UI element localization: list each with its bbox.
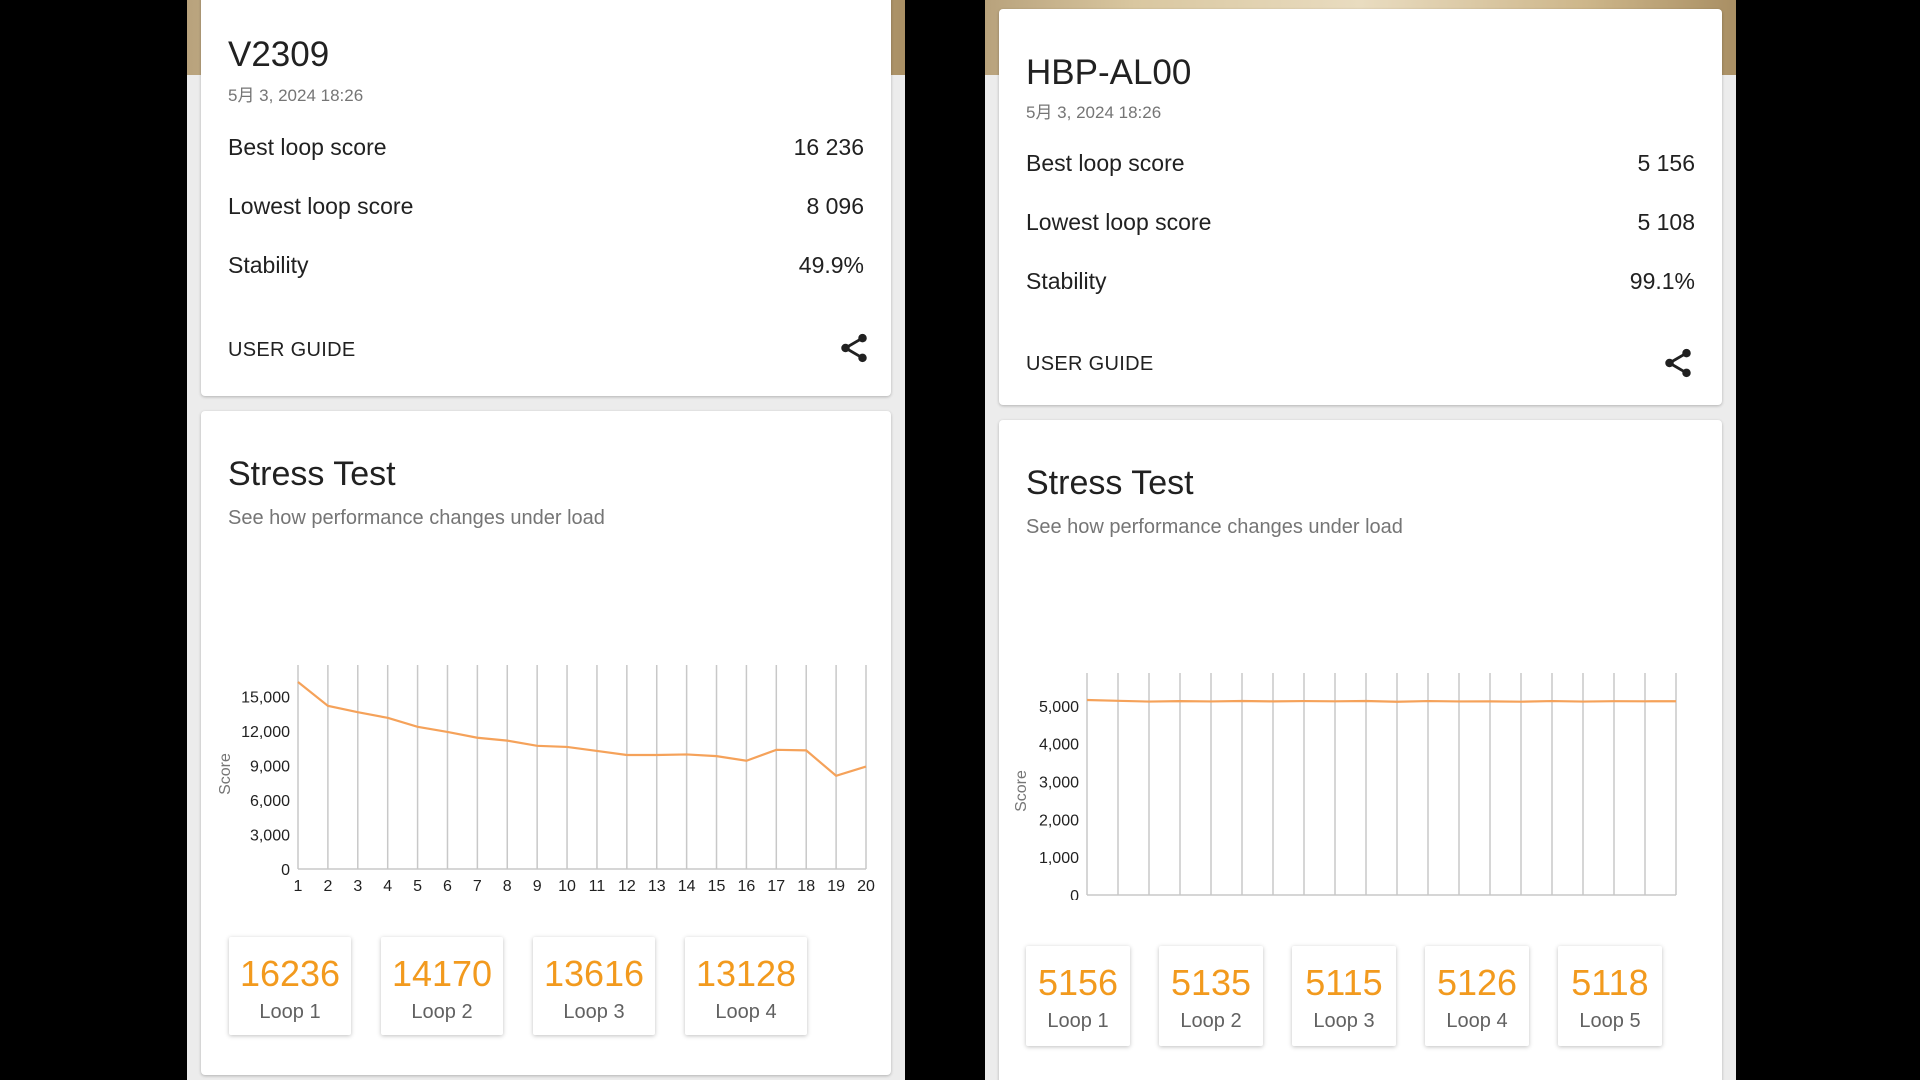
- right-phone-screen: HBP-AL00 5月 3, 2024 18:26 Best loop scor…: [985, 0, 1736, 1080]
- loop-score-value: 5156: [1037, 962, 1119, 1003]
- stability-value: 49.9%: [798, 252, 864, 278]
- x-tick-label: 19: [827, 878, 845, 891]
- stress-test-card: Stress Test See how performance changes …: [999, 420, 1722, 1080]
- x-tick-label: 4: [383, 878, 392, 891]
- loop-score-tile[interactable]: 13128 Loop 4: [685, 937, 807, 1035]
- x-tick-label: 9: [533, 878, 542, 891]
- loop-score-value: 5135: [1170, 962, 1252, 1003]
- y-tick-label: 3,000: [1039, 775, 1079, 792]
- series-line: [1086, 698, 1677, 703]
- result-date: 5月 3, 2024 18:26: [228, 86, 364, 105]
- share-icon[interactable]: [1661, 346, 1695, 380]
- loop-score-value: 5126: [1436, 962, 1518, 1003]
- loop-score-value: 5115: [1305, 962, 1383, 1003]
- x-tick-label: 17: [767, 878, 785, 891]
- loop-score-tile[interactable]: 5156 Loop 1: [1026, 946, 1130, 1046]
- x-tick-label: 7: [473, 878, 482, 891]
- share-icon[interactable]: [837, 331, 871, 365]
- x-tick-label: 2: [323, 878, 332, 891]
- stress-test-card: Stress Test See how performance changes …: [201, 411, 891, 1075]
- stability-label: Stability: [228, 252, 309, 278]
- loop-score-tile[interactable]: 16236 Loop 1: [229, 937, 351, 1035]
- loop-score-value: 13128: [695, 953, 797, 994]
- stress-test-title: Stress Test: [1026, 464, 1194, 502]
- loop-score-tile[interactable]: 14170 Loop 2: [381, 937, 503, 1035]
- user-guide-button[interactable]: USER GUIDE: [1026, 353, 1154, 375]
- x-tick-label: 13: [648, 878, 666, 891]
- y-tick-label: 9,000: [250, 758, 290, 775]
- loop-score-tile[interactable]: 5115 Loop 3: [1292, 946, 1396, 1046]
- result-card: V2309 5月 3, 2024 18:26 Best loop score 1…: [201, 0, 891, 396]
- user-guide-button[interactable]: USER GUIDE: [228, 339, 356, 361]
- loop-label: Loop 1: [259, 1001, 321, 1023]
- x-tick-label: 11: [589, 878, 606, 891]
- y-tick-label: 12,000: [241, 724, 290, 741]
- series-line: [297, 681, 867, 778]
- result-card: HBP-AL00 5月 3, 2024 18:26 Best loop scor…: [999, 9, 1722, 405]
- loop-score-value: 13616: [543, 953, 645, 994]
- loop-score-value: 16236: [239, 953, 341, 994]
- best-loop-value: 5 156: [1637, 150, 1695, 176]
- loop-score-value: 5118: [1571, 962, 1649, 1003]
- loop-tiles-strip[interactable]: 16236 Loop 1 14170 Loop 2 13616 Loop 3 13128 Lo…: [201, 929, 865, 1049]
- x-tick-label: 8: [503, 878, 512, 891]
- loop-label: Loop 1: [1047, 1010, 1109, 1032]
- y-tick-label: 15,000: [241, 689, 290, 706]
- y-tick-label: 2,000: [1039, 812, 1079, 829]
- lowest-loop-value: 8 096: [806, 193, 864, 219]
- stability-label: Stability: [1026, 268, 1107, 294]
- x-tick-label: 3: [353, 878, 362, 891]
- stress-test-subtitle: See how performance changes under load: [228, 507, 605, 529]
- y-axis-label: Score: [217, 753, 234, 795]
- loop-label: Loop 3: [563, 1001, 625, 1023]
- x-tick-label: 12: [618, 878, 636, 891]
- loop-score-tile[interactable]: 13616 Loop 3: [533, 937, 655, 1035]
- stability-value: 99.1%: [1629, 268, 1695, 294]
- stress-test-title: Stress Test: [228, 455, 396, 493]
- best-loop-label: Best loop score: [228, 134, 387, 160]
- loop-label: Loop 4: [715, 1001, 777, 1023]
- loop-score-tile[interactable]: 5126 Loop 4: [1425, 946, 1529, 1046]
- lowest-loop-value: 5 108: [1637, 209, 1695, 235]
- y-axis-label: Score: [1013, 770, 1030, 812]
- x-tick-label: 6: [443, 878, 452, 891]
- x-tick-label: 5: [413, 878, 422, 891]
- x-tick-label: 16: [738, 878, 756, 891]
- best-loop-value: 16 236: [793, 134, 864, 160]
- device-name: V2309: [228, 35, 330, 74]
- x-tick-label: 20: [857, 878, 875, 891]
- x-tick-label: 18: [797, 878, 815, 891]
- y-tick-label: 0: [281, 862, 290, 879]
- loop-label: Loop 2: [1180, 1010, 1242, 1032]
- y-tick-label: 4,000: [1039, 737, 1079, 754]
- left-phone-screen: V2309 5月 3, 2024 18:26 Best loop score 1…: [187, 0, 905, 1080]
- loop-score-tile[interactable]: 5135 Loop 2: [1159, 946, 1263, 1046]
- y-tick-label: 1,000: [1039, 850, 1079, 867]
- loop-label: Loop 3: [1313, 1010, 1375, 1032]
- x-tick-label: 1: [294, 878, 303, 891]
- x-tick-label: 15: [708, 878, 726, 891]
- y-tick-label: 3,000: [250, 827, 290, 844]
- y-tick-label: 6,000: [250, 793, 290, 810]
- result-date: 5月 3, 2024 18:26: [1026, 103, 1162, 122]
- loop-label: Loop 4: [1446, 1010, 1508, 1032]
- x-tick-label: 14: [678, 878, 696, 891]
- loop-tiles-strip[interactable]: 5156 Loop 1 5135 Loop 2 5115 Loop 3 5126 Loop 4…: [999, 938, 1722, 1058]
- lowest-loop-label: Lowest loop score: [1026, 209, 1212, 235]
- loop-label: Loop 5: [1579, 1010, 1641, 1032]
- loop-score-value: 14170: [391, 953, 493, 994]
- best-loop-label: Best loop score: [1026, 150, 1185, 176]
- y-tick-label: 0: [1070, 888, 1079, 900]
- y-tick-label: 5,000: [1039, 699, 1079, 716]
- x-tick-label: 10: [558, 878, 576, 891]
- loop-label: Loop 2: [411, 1001, 473, 1023]
- device-name: HBP-AL00: [1026, 53, 1192, 92]
- lowest-loop-label: Lowest loop score: [228, 193, 414, 219]
- stress-test-chart: 01,0002,0003,0004,0005,00012345678910111…: [1013, 673, 1677, 900]
- loop-score-tile[interactable]: 5118 Loop 5: [1558, 946, 1662, 1046]
- stress-test-subtitle: See how performance changes under load: [1026, 516, 1403, 538]
